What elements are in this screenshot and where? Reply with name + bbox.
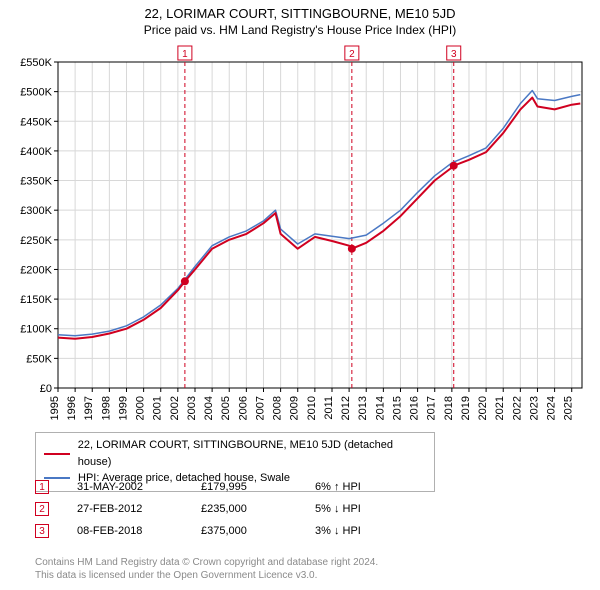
svg-text:2020: 2020 — [477, 396, 489, 420]
svg-text:2021: 2021 — [494, 396, 506, 420]
transaction-marker: 3 — [35, 524, 49, 538]
legend-swatch — [44, 453, 70, 455]
svg-text:2009: 2009 — [289, 396, 301, 420]
transaction-date: 27-FEB-2012 — [77, 503, 177, 515]
svg-text:2006: 2006 — [237, 396, 249, 420]
svg-text:£100K: £100K — [20, 324, 52, 336]
svg-text:1997: 1997 — [83, 396, 95, 420]
transaction-row: 2 27-FEB-2012 £235,000 5% ↓ HPI — [35, 498, 405, 520]
svg-text:1996: 1996 — [66, 396, 78, 420]
svg-text:2011: 2011 — [323, 396, 335, 420]
chart-svg: £0 £50K £100K £150K £200K £250K £300K £350K £400… — [8, 44, 592, 424]
transaction-diff: 6% ↑ HPI — [315, 481, 405, 493]
svg-text:£350K: £350K — [20, 176, 52, 188]
chart-title: 22, LORIMAR COURT, SITTINGBOURNE, ME10 5… — [0, 6, 600, 21]
svg-text:3: 3 — [451, 49, 457, 60]
svg-text:2: 2 — [349, 49, 355, 60]
svg-text:£0: £0 — [40, 383, 52, 395]
svg-text:£450K: £450K — [20, 116, 52, 128]
svg-text:2016: 2016 — [409, 396, 421, 420]
footer-attribution: Contains HM Land Registry data © Crown c… — [35, 556, 378, 582]
svg-text:1998: 1998 — [100, 396, 112, 420]
svg-text:2004: 2004 — [203, 396, 215, 420]
transaction-price: £375,000 — [201, 525, 291, 537]
footer-line-2: This data is licensed under the Open Gov… — [35, 569, 378, 582]
svg-text:£150K: £150K — [20, 294, 52, 306]
svg-text:2002: 2002 — [169, 396, 181, 420]
svg-text:2017: 2017 — [426, 396, 438, 420]
svg-text:2005: 2005 — [220, 396, 232, 420]
svg-text:2024: 2024 — [546, 396, 558, 420]
svg-text:2001: 2001 — [152, 396, 164, 420]
chart-container: 22, LORIMAR COURT, SITTINGBOURNE, ME10 5… — [0, 0, 600, 590]
transactions-table: 1 31-MAY-2002 £179,995 6% ↑ HPI 2 27-FEB-2012… — [35, 476, 405, 542]
svg-text:1995: 1995 — [49, 396, 61, 420]
legend-item: 22, LORIMAR COURT, SITTINGBOURNE, ME10 5… — [44, 437, 426, 470]
svg-text:2013: 2013 — [357, 396, 369, 420]
svg-text:2010: 2010 — [306, 396, 318, 420]
footer-line-1: Contains HM Land Registry data © Crown c… — [35, 556, 378, 569]
svg-text:£500K: £500K — [20, 87, 52, 99]
svg-text:£250K: £250K — [20, 235, 52, 247]
svg-text:£50K: £50K — [26, 353, 52, 365]
transaction-price: £179,995 — [201, 481, 291, 493]
legend-label: 22, LORIMAR COURT, SITTINGBOURNE, ME10 5… — [78, 437, 426, 470]
transaction-date: 31-MAY-2002 — [77, 481, 177, 493]
transaction-diff: 3% ↓ HPI — [315, 525, 405, 537]
svg-text:£200K: £200K — [20, 264, 52, 276]
transaction-diff: 5% ↓ HPI — [315, 503, 405, 515]
svg-text:2012: 2012 — [340, 396, 352, 420]
chart-subtitle: Price paid vs. HM Land Registry's House … — [0, 23, 600, 37]
svg-text:2018: 2018 — [443, 396, 455, 420]
svg-text:£550K: £550K — [20, 57, 52, 69]
svg-text:2025: 2025 — [563, 396, 575, 420]
svg-text:2014: 2014 — [374, 396, 386, 420]
svg-text:£400K: £400K — [20, 146, 52, 158]
svg-text:2003: 2003 — [186, 396, 198, 420]
transaction-marker: 2 — [35, 502, 49, 516]
svg-text:2022: 2022 — [511, 396, 523, 420]
transaction-row: 1 31-MAY-2002 £179,995 6% ↑ HPI — [35, 476, 405, 498]
svg-text:2023: 2023 — [528, 396, 540, 420]
svg-text:2000: 2000 — [135, 396, 147, 420]
transaction-price: £235,000 — [201, 503, 291, 515]
svg-text:2008: 2008 — [272, 396, 284, 420]
transaction-date: 08-FEB-2018 — [77, 525, 177, 537]
titles: 22, LORIMAR COURT, SITTINGBOURNE, ME10 5… — [0, 0, 600, 37]
svg-text:£300K: £300K — [20, 205, 52, 217]
svg-text:1999: 1999 — [117, 396, 129, 420]
svg-text:2007: 2007 — [254, 396, 266, 420]
transaction-marker: 1 — [35, 480, 49, 494]
transaction-row: 3 08-FEB-2018 £375,000 3% ↓ HPI — [35, 520, 405, 542]
svg-text:1: 1 — [182, 49, 188, 60]
chart-area: £0 £50K £100K £150K £200K £250K £300K £350K £400… — [8, 44, 592, 424]
svg-text:2015: 2015 — [391, 396, 403, 420]
svg-text:2019: 2019 — [460, 396, 472, 420]
